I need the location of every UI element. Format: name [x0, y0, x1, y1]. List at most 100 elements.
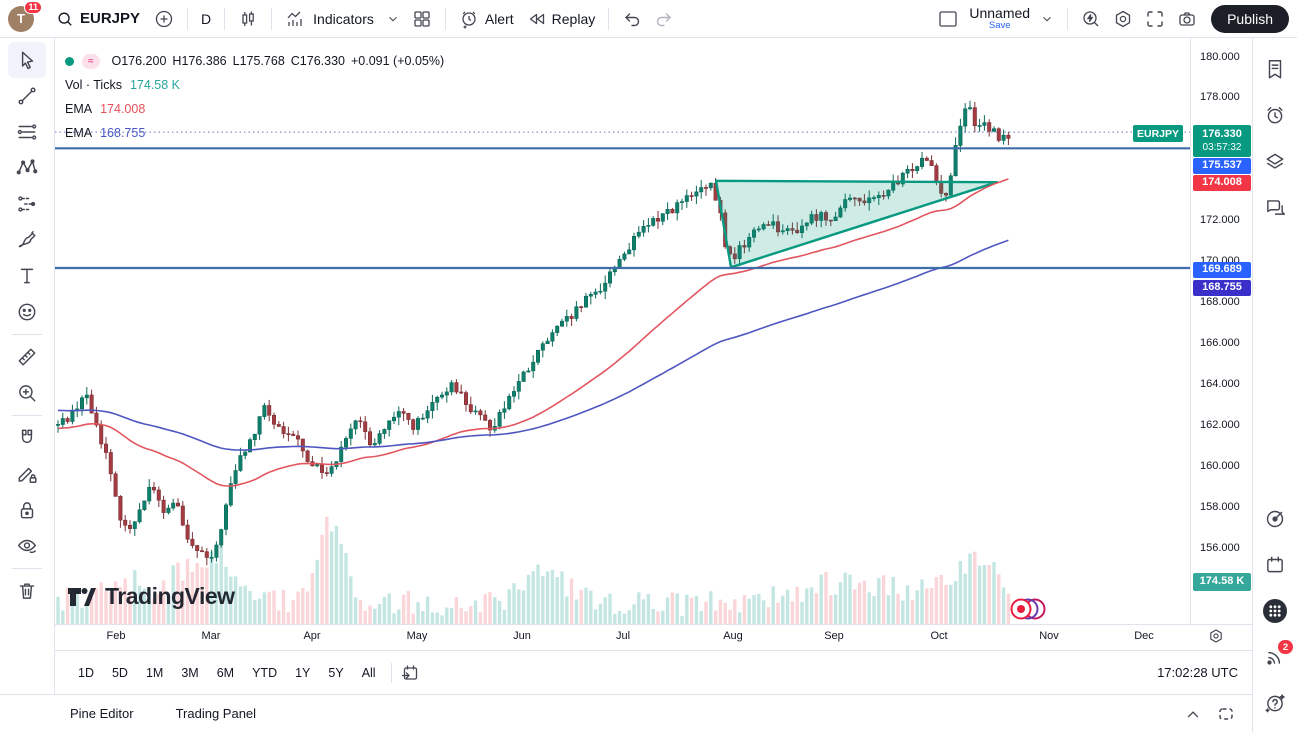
price-tick: 156.000 — [1200, 541, 1240, 554]
month-label: Feb — [106, 630, 126, 642]
layout-caret[interactable] — [1034, 8, 1060, 30]
toolbar-divider — [187, 7, 189, 30]
sidebar-watchlist-button[interactable] — [1256, 46, 1294, 92]
tool-zoom-in-button[interactable] — [8, 375, 46, 411]
layout-grid-button[interactable] — [406, 5, 438, 33]
clock-utc[interactable]: 17:02:28 UTC — [1157, 665, 1238, 680]
range-all-button[interactable]: All — [355, 662, 383, 684]
range-ytd-button[interactable]: YTD — [245, 662, 284, 684]
month-label: Jun — [513, 630, 531, 642]
ema-slow-legend-row[interactable]: EMA 168.755 — [65, 121, 444, 145]
redo-button[interactable] — [648, 5, 680, 33]
compare-add-button[interactable] — [148, 5, 180, 33]
sidebar-news-button[interactable]: 2 — [1256, 634, 1294, 680]
layout-select-button[interactable] — [931, 5, 965, 33]
price-axis[interactable]: 180.000178.000172.000170.000168.000166.0… — [1190, 38, 1252, 624]
sidebar-apps-button[interactable] — [1256, 588, 1294, 634]
toolbar-divider — [271, 7, 273, 30]
tradingview-logo-icon — [67, 586, 97, 608]
range-5d-button[interactable]: 5D — [105, 662, 135, 684]
tool-cursor-button[interactable] — [8, 42, 46, 78]
publish-button[interactable]: Publish — [1211, 4, 1289, 33]
time-axis[interactable]: Feb Mar Apr May Jun Jul Aug Sep Oct Nov Dec — [55, 624, 1252, 650]
eye-hide-icon — [16, 535, 38, 557]
sidebar-chat-button[interactable] — [1256, 184, 1294, 230]
date-range-bar: 1D 5D 1M 3M 6M YTD 1Y 5Y All 17:02:28 UTC — [55, 650, 1252, 694]
sidebar-calendar-button[interactable] — [1256, 542, 1294, 588]
calendar-go-icon — [400, 663, 420, 683]
range-6m-button[interactable]: 6M — [210, 662, 241, 684]
indicators-button[interactable]: Indicators — [279, 5, 380, 33]
ema-fast-label: EMA — [65, 102, 93, 116]
indicator-templates-caret[interactable] — [380, 8, 406, 30]
magnet-icon — [16, 427, 38, 449]
sidebar-layers-button[interactable] — [1256, 138, 1294, 184]
expand-panel-button[interactable] — [1184, 705, 1202, 723]
chevron-down-icon — [386, 12, 400, 26]
pine-editor-button[interactable]: Pine Editor — [70, 706, 134, 721]
axis-settings-button[interactable] — [1208, 628, 1224, 644]
tool-ruler-button[interactable] — [8, 339, 46, 375]
alert-button[interactable]: Alert — [453, 5, 520, 33]
ema-fast-legend-row[interactable]: EMA 174.008 — [65, 97, 444, 121]
brush-icon — [16, 229, 38, 251]
chart-plot[interactable]: TradingView ≈ O176.200 H176.386 L175.768… — [55, 38, 1190, 624]
rewind-icon — [526, 9, 546, 29]
sidebar-help-button[interactable] — [1256, 680, 1294, 726]
chevron-up-icon — [1184, 705, 1202, 723]
legend-open: O176.200 — [111, 54, 167, 68]
user-menu[interactable]: T 11 — [6, 0, 42, 34]
sidebar-alerts-button[interactable] — [1256, 92, 1294, 138]
maximize-panel-button[interactable] — [1216, 704, 1236, 724]
tool-text-button[interactable] — [8, 258, 46, 294]
snapshot-button[interactable] — [1171, 5, 1203, 33]
tool-trash-button[interactable] — [8, 573, 46, 609]
volume-legend-row[interactable]: Vol · Ticks 174.58 K — [65, 73, 444, 97]
search-icon — [56, 10, 74, 28]
symbol-legend-row[interactable]: ≈ O176.200 H176.386 L175.768 C176.330 +0… — [65, 49, 444, 73]
timeframe-button[interactable]: D — [195, 7, 217, 31]
sidebar-ideas-button[interactable] — [1256, 496, 1294, 542]
toolbar-divider — [12, 334, 42, 335]
ema-fast-label: 174.008 — [1193, 175, 1251, 191]
symbol-price-tag: EURJPY — [1133, 125, 1183, 142]
tool-emoji-button[interactable] — [8, 294, 46, 330]
go-to-date-button[interactable] — [400, 663, 420, 683]
month-label: May — [406, 630, 428, 642]
undo-icon — [622, 9, 642, 29]
range-1y-button[interactable]: 1Y — [288, 662, 317, 684]
fullscreen-button[interactable] — [1139, 5, 1171, 33]
alert-clock-icon — [459, 9, 479, 29]
zoom-in-icon — [16, 382, 38, 404]
gear-icon — [1208, 628, 1224, 644]
notification-count-badge: 11 — [24, 0, 42, 14]
range-1m-button[interactable]: 1M — [139, 662, 170, 684]
camera-icon — [1177, 9, 1197, 29]
range-3m-button[interactable]: 3M — [174, 662, 205, 684]
chart-style-button[interactable] — [232, 5, 264, 33]
trading-panel-button[interactable]: Trading Panel — [175, 706, 257, 721]
tool-fib-retracement-button[interactable] — [8, 114, 46, 150]
tool-eye-hide-button[interactable] — [8, 528, 46, 564]
tool-edit-lock-button[interactable] — [8, 456, 46, 492]
layout-name-button[interactable]: Unnamed Save — [965, 4, 1034, 33]
chart-canvas: TradingView ≈ O176.200 H176.386 L175.768… — [55, 38, 1252, 624]
save-layout-link[interactable]: Save — [988, 19, 1011, 31]
volume-value: 174.58 K — [129, 78, 181, 92]
tool-forecast-button[interactable] — [8, 186, 46, 222]
symbol-search-button[interactable]: EURJPY — [48, 6, 148, 32]
tool-xabcd-pattern-button[interactable] — [8, 150, 46, 186]
tool-lock-button[interactable] — [8, 492, 46, 528]
tool-brush-button[interactable] — [8, 222, 46, 258]
replay-button[interactable]: Replay — [520, 5, 602, 33]
tool-trend-line-button[interactable] — [8, 78, 46, 114]
quick-search-button[interactable] — [1075, 5, 1107, 33]
month-label: Nov — [1039, 630, 1059, 642]
undo-button[interactable] — [616, 5, 648, 33]
tool-magnet-button[interactable] — [8, 420, 46, 456]
range-1d-button[interactable]: 1D — [71, 662, 101, 684]
watermark-text: TradingView — [105, 583, 235, 609]
settings-button[interactable] — [1107, 5, 1139, 33]
volume-label: Vol · Ticks — [65, 78, 122, 92]
range-5y-button[interactable]: 5Y — [321, 662, 350, 684]
